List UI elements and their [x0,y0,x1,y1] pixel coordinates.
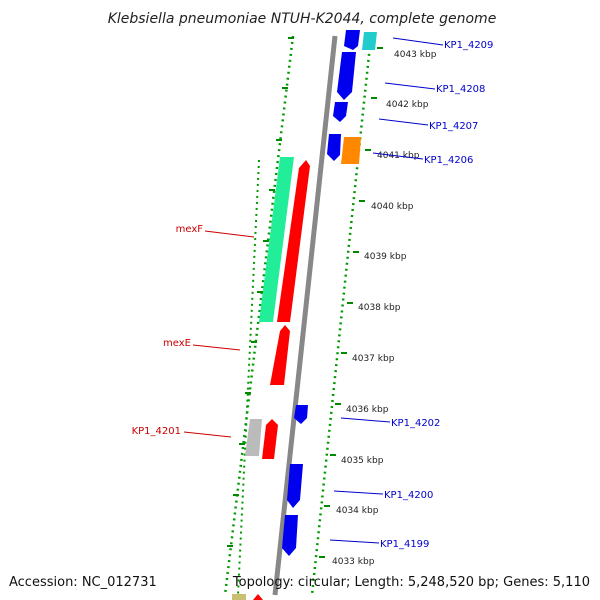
label-kp1-4199: KP1_4199 [380,539,429,550]
kbp-label: 4038 kbp [358,303,401,313]
gene-mexF [277,160,310,322]
gene-kp1-4200 [287,464,303,508]
label-kp1-4206: KP1_4206 [424,155,473,166]
gene-features [232,30,377,600]
kbp-label: 4040 kbp [371,202,414,212]
gene-kp1-4202 [294,405,308,424]
gene-bottom-red [253,594,263,600]
kbp-label: 4036 kbp [346,405,389,415]
kbp-label: 4043 kbp [394,50,437,60]
gene-kp1-4209 [344,30,360,50]
label-kp1-4208: KP1_4208 [436,84,485,95]
accession-text: Accession: NC_012731 [9,575,157,590]
gene-kp1-4208 [337,52,356,100]
gene-kp1-4209b [362,32,377,50]
leader-line [378,118,429,126]
label-kp1-4200: KP1_4200 [384,490,433,501]
kbp-label: 4039 kbp [364,252,407,262]
gene-kp1-4206 [341,137,361,164]
label-kp1-4202: KP1_4202 [391,418,440,429]
outer-dotted-guides [223,35,373,596]
leader-line [204,230,255,238]
gene-kp1-4206a [327,134,341,161]
genome-backbone [272,35,338,596]
kbp-label: 4034 kbp [336,506,379,516]
left-guide-ticks [227,37,294,547]
kbp-label: 4033 kbp [332,557,375,567]
right-gene-labels: KP1_4209 KP1_4208 KP1_4207 KP1_4206 KP1_… [329,37,493,550]
genome-title: Klebsiella pneumoniae NTUH-K2044, comple… [108,11,497,27]
left-outer-guide [223,35,295,596]
gene-kp1-4207 [333,102,348,122]
kbp-label: 4035 kbp [341,456,384,466]
gene-kp1-4201 [262,419,278,459]
leader-line [384,82,436,90]
leader-line [192,344,241,351]
gene-kp1-4199 [282,515,298,556]
right-outer-guide [310,35,373,596]
label-mexF: mexF [176,224,204,235]
kbp-label: 4037 kbp [352,354,395,364]
leader-line [372,152,424,160]
label-kp1-4207: KP1_4207 [429,121,478,132]
gene-kp1-4201-gray [245,419,262,456]
topology-text: Topology: circular; Length: 5,248,520 bp… [232,575,590,590]
leader-line [183,431,232,438]
gene-mexF-teal [259,157,294,322]
left-inner-guide [237,159,260,596]
label-kp1-4209: KP1_4209 [444,40,493,51]
label-kp1-4201: KP1_4201 [132,426,181,437]
leader-line [340,417,391,423]
left-gene-labels: mexF mexE KP1_4201 [132,224,255,438]
leader-line [333,490,384,495]
gene-mexE [270,325,290,385]
leader-line [392,37,444,46]
label-mexE: mexE [163,338,191,349]
leader-line [329,539,380,544]
gene-bottom-yellow [232,594,246,600]
kbp-label: 4042 kbp [386,100,429,110]
